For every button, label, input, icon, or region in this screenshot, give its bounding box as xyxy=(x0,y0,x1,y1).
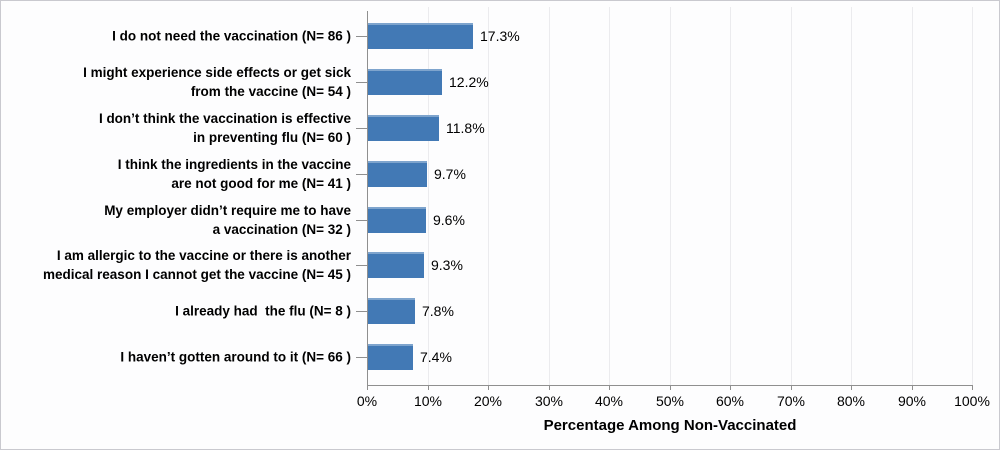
x-tick-label: 40% xyxy=(594,393,624,409)
x-axis-tick xyxy=(851,385,852,390)
y-axis-line xyxy=(367,11,368,385)
x-axis-tick xyxy=(488,385,489,390)
category-tick xyxy=(356,311,368,312)
category-label-line: medical reason I cannot get the vaccine … xyxy=(43,267,351,283)
category-label: I might experience side effects or get s… xyxy=(3,63,351,101)
category-label-line: I haven’t gotten around to it (N= 66 ) xyxy=(120,349,351,365)
x-tick-label: 50% xyxy=(655,393,685,409)
category-tick xyxy=(356,265,368,266)
gridline xyxy=(851,7,852,385)
bar-value-label: 11.8% xyxy=(446,120,485,136)
bar-value-label: 9.3% xyxy=(431,257,463,274)
x-axis-tick xyxy=(791,385,792,390)
category-label-line: I already had the flu (N= 8 ) xyxy=(175,303,351,319)
bar-value-label: 7.4% xyxy=(420,349,452,365)
bar xyxy=(368,298,415,324)
x-axis-tick xyxy=(428,385,429,390)
x-axis-tick xyxy=(367,385,368,390)
x-tick-label: 30% xyxy=(534,393,564,409)
x-tick-label: 80% xyxy=(836,393,866,409)
category-label-line: a vaccination (N= 32 ) xyxy=(212,221,351,237)
gridline xyxy=(549,7,550,385)
bar xyxy=(368,252,424,278)
x-tick-label: 70% xyxy=(776,393,806,409)
bar-value-label: 17.3% xyxy=(480,28,520,45)
category-label-line: I don’t think the vaccination is effecti… xyxy=(98,111,351,126)
category-label-line: from the vaccine (N= 54 ) xyxy=(190,84,351,100)
category-label-line: I am allergic to the vaccine or there is… xyxy=(56,248,351,264)
bar xyxy=(368,344,413,370)
category-tick xyxy=(356,82,368,83)
category-label-line: I think the ingredients in the vaccine xyxy=(117,156,351,172)
category-label-line: I do not need the vaccination (N= 86 ) xyxy=(112,28,351,44)
category-label-line: I might experience side effects or get s… xyxy=(83,65,351,81)
x-axis-tick xyxy=(549,385,550,390)
category-tick xyxy=(356,357,368,358)
category-label: I already had the flu (N= 8 ) xyxy=(3,302,351,321)
bar xyxy=(368,115,439,141)
gridline xyxy=(972,7,973,385)
bar xyxy=(368,23,473,49)
x-axis-tick xyxy=(972,385,973,390)
gridline xyxy=(912,7,913,385)
gridline xyxy=(730,7,731,385)
x-axis-title: Percentage Among Non-Vaccinated xyxy=(543,417,797,434)
x-tick-label: 0% xyxy=(356,393,378,409)
x-axis-tick xyxy=(670,385,671,390)
bar xyxy=(368,207,426,233)
category-label-line: are not good for me (N= 41 ) xyxy=(171,175,351,191)
gridline xyxy=(791,7,792,385)
category-tick xyxy=(356,220,368,221)
x-axis-tick xyxy=(912,385,913,390)
category-label-line: in preventing flu (N= 60 ) xyxy=(193,130,351,145)
x-tick-label: 60% xyxy=(715,393,745,409)
gridline xyxy=(670,7,671,385)
bar-value-label: 9.6% xyxy=(433,211,465,228)
category-label-line: My employer didn’t require me to have xyxy=(104,202,351,218)
category-label: I do not need the vaccination (N= 86 ) xyxy=(3,27,351,46)
gridline xyxy=(609,7,610,385)
category-label: I don’t think the vaccination is effecti… xyxy=(3,109,351,147)
gridline xyxy=(428,7,429,385)
x-tick-label: 90% xyxy=(897,393,927,409)
category-label: My employer didn’t require me to have a v… xyxy=(3,201,351,239)
category-label: I think the ingredients in the vaccine ar… xyxy=(3,155,351,193)
category-tick xyxy=(356,128,368,129)
x-tick-label: 100% xyxy=(954,393,990,409)
bar xyxy=(368,161,427,187)
gridline xyxy=(488,7,489,385)
x-axis-tick xyxy=(609,385,610,390)
category-label: I am allergic to the vaccine or there is… xyxy=(3,246,351,284)
bar-value-label: 12.2% xyxy=(449,74,489,91)
category-label: I haven’t gotten around to it (N= 66 ) xyxy=(3,348,351,367)
category-tick xyxy=(356,174,368,175)
category-tick xyxy=(356,36,368,37)
x-tick-label: 20% xyxy=(473,393,503,409)
bar-value-label: 9.7% xyxy=(434,165,466,182)
x-axis-tick xyxy=(730,385,731,390)
bar-value-label: 7.8% xyxy=(422,303,454,320)
x-tick-label: 10% xyxy=(413,393,443,409)
bar xyxy=(368,69,442,95)
